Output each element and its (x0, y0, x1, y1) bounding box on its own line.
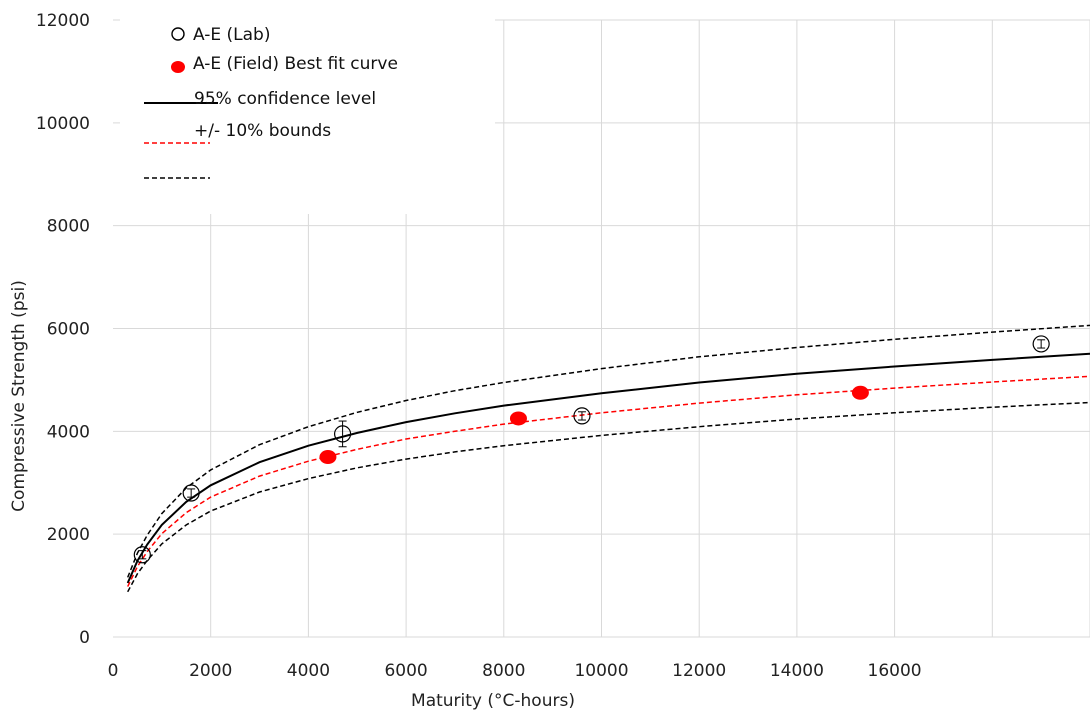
x-tick-label: 6000 (384, 661, 427, 681)
x-tick-label: 2000 (189, 661, 232, 681)
lab-data-point (573, 407, 591, 425)
tick-labels: 0 2000 4000 6000 8000 10000 12000 14000 16000 0 20… (36, 11, 922, 681)
y-tick-label: 4000 (47, 422, 90, 442)
legend: A-E (Lab) A-E (Field) Best fit curve 95%… (120, 4, 495, 214)
lab-data-point (1032, 335, 1050, 353)
x-tick-label: 16000 (868, 661, 922, 681)
legend-background (120, 4, 495, 214)
x-tick-label: 14000 (770, 661, 824, 681)
series-curve (127, 401, 1090, 593)
legend-marker-lab (171, 27, 185, 41)
y-tick-label: 10000 (36, 114, 90, 134)
x-tick-label: 12000 (672, 661, 726, 681)
lab-data-point (133, 546, 151, 564)
field-data-point (319, 450, 337, 465)
legend-label-field: A-E (Field) Best fit curve (193, 54, 398, 74)
x-axis-title: Maturity (°C-hours) (411, 691, 575, 711)
legend-label-bounds: +/- 10% bounds (194, 121, 331, 141)
legend-label-confidence: 95% confidence level (194, 89, 376, 109)
y-tick-label: 12000 (36, 11, 90, 31)
y-axis-title: Compressive Strength (psi) (9, 280, 29, 512)
lab-data-point (182, 484, 200, 502)
x-tick-label: 8000 (482, 661, 525, 681)
x-tick-label: 10000 (574, 661, 628, 681)
series-curve (126, 352, 1090, 584)
grid (113, 19, 1090, 638)
x-tick-label: 4000 (287, 661, 330, 681)
field-data-point (509, 411, 527, 426)
x-tick-label: 0 (108, 661, 119, 681)
y-tick-label: 2000 (47, 525, 90, 545)
legend-marker-field (171, 61, 185, 73)
field-data-point (851, 385, 869, 400)
y-tick-label: 6000 (47, 320, 90, 340)
y-tick-label: 8000 (47, 217, 90, 237)
legend-label-lab: A-E (Lab) (193, 25, 270, 45)
series-curve (127, 324, 1090, 578)
lab-data-point (333, 425, 352, 443)
series-curve (127, 375, 1090, 587)
y-tick-label: 0 (79, 628, 90, 648)
series-layer (126, 324, 1090, 593)
